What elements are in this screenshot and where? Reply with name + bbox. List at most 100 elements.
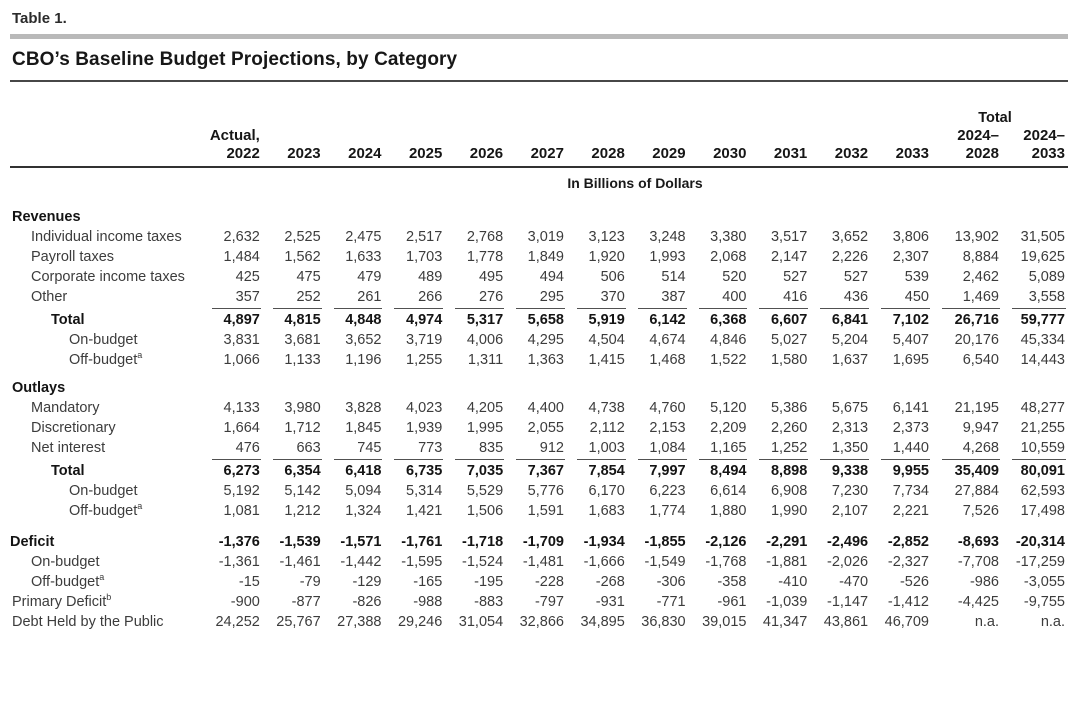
value-cell: 912 [506, 438, 567, 461]
table-row: Revenues [10, 199, 1068, 227]
value-cell: 495 [478, 269, 504, 286]
value-cell: 506 [600, 269, 625, 286]
value-cell: 1,081 [223, 503, 260, 520]
value-cell: 46,709 [884, 614, 929, 631]
value-cell: 36,830 [641, 614, 686, 631]
value-cell: -900 [230, 594, 260, 611]
value-cell: 425 [235, 269, 260, 286]
value-cell: 6,223 [649, 483, 686, 500]
value-cell: 400 [689, 287, 750, 310]
value-cell: 1,165 [689, 438, 750, 461]
value-cell: 1,845 [345, 420, 382, 437]
value-cell: 14,443 [1020, 352, 1065, 369]
value-cell: -2,026 [826, 554, 869, 571]
value-cell: 1,522 [710, 352, 747, 369]
value-cell: 1,580 [770, 352, 808, 369]
value-cell: 1,196 [345, 352, 382, 369]
value-cell: 1,252 [749, 438, 810, 461]
value-cell: -1,147 [826, 594, 869, 611]
table-row: Other 357 252 261 266 276 295 370 387 400 416 436 45… [10, 287, 1068, 310]
table-row: Primary Deficitb -900 -877 -826 -988 -883 -797… [10, 592, 1068, 612]
value-cell: 3,980 [284, 400, 321, 417]
value-cell: 2,107 [831, 503, 869, 520]
value-cell: 295 [506, 287, 567, 310]
value-cell: 276 [445, 287, 506, 310]
units-label: In Billions of Dollars [567, 175, 703, 192]
value-cell: 1,468 [649, 352, 686, 369]
column-header: 2030 [688, 127, 750, 169]
value-cell: -358 [717, 574, 747, 591]
value-cell: 2,313 [831, 420, 869, 437]
table-row: On-budget -1,361 -1,461 -1,442 -1,595 -1,524 -… [10, 552, 1068, 572]
column-header: 2028 [566, 127, 628, 169]
value-cell: -1,666 [583, 554, 625, 571]
value-cell: -129 [352, 574, 382, 591]
value-cell: -877 [291, 594, 321, 611]
value-cell: 5,919 [588, 312, 625, 329]
column-header: 2029 [627, 127, 689, 169]
value-cell: 21,255 [1020, 420, 1065, 437]
value-cell: -1,524 [462, 554, 504, 571]
value-cell: -1,549 [644, 554, 686, 571]
value-cell: 6,368 [710, 312, 747, 329]
value-cell: 3,828 [345, 400, 382, 417]
value-cell: 1,363 [527, 352, 564, 369]
table-row: On-budget 5,192 5,142 5,094 5,314 5,529 5,776 6… [10, 481, 1068, 501]
value-cell: 539 [904, 269, 929, 286]
value-cell: 4,504 [588, 332, 625, 349]
value-cell: 59,777 [1020, 312, 1065, 329]
value-cell: 475 [296, 269, 321, 286]
row-label: Off-budgeta [31, 572, 105, 591]
value-cell: 4,897 [223, 312, 260, 329]
value-cell: 2,462 [962, 269, 999, 286]
value-cell: 1,311 [467, 352, 504, 369]
units-row: In Billions of Dollars [10, 167, 1068, 199]
value-cell: -2,291 [766, 534, 808, 551]
value-cell: 48,277 [1020, 400, 1065, 417]
value-cell: -3,055 [1023, 574, 1065, 591]
table-body: In Billions of Dollars Revenues Individual… [10, 167, 1068, 632]
value-cell: -1,461 [279, 554, 321, 571]
value-cell: 8,898 [770, 463, 808, 480]
header-spacer [10, 110, 932, 127]
footnote-marker: a [137, 350, 143, 361]
column-header: 2024 [323, 127, 385, 169]
value-cell: 6,614 [710, 483, 747, 500]
value-cell: -306 [656, 574, 686, 591]
value-cell: -20,314 [1015, 534, 1065, 551]
value-cell: 6,142 [649, 312, 686, 329]
value-cell: -526 [899, 574, 929, 591]
value-cell: 1,774 [649, 503, 686, 520]
value-cell: 2,373 [892, 420, 929, 437]
value-cell: -1,481 [522, 554, 564, 571]
value-cell: 17,498 [1020, 503, 1065, 520]
value-cell: 2,307 [892, 249, 929, 266]
table-row: Total 6,273 6,354 6,418 6,735 7,035 7,367 7,854… [10, 458, 1068, 481]
value-cell: 1,324 [345, 503, 382, 520]
value-cell: 4,848 [345, 312, 382, 329]
value-cell: 1,484 [223, 249, 260, 266]
value-cell: 3,517 [770, 229, 808, 246]
row-label: Individual income taxes [31, 229, 182, 246]
value-cell: -410 [778, 574, 808, 591]
value-cell: 1,591 [527, 503, 564, 520]
value-cell: 2,260 [770, 420, 808, 437]
value-cell: 252 [263, 287, 324, 310]
value-cell: 436 [810, 287, 871, 310]
row-label: On-budget [31, 554, 100, 571]
column-header: 2026 [445, 127, 507, 169]
page-title: CBO’s Baseline Budget Projections, by Ca… [12, 49, 458, 70]
thick-gray-divider [10, 34, 1068, 39]
value-cell: 5,027 [770, 332, 808, 349]
value-cell: 387 [628, 287, 689, 310]
row-label: Outlays [12, 380, 66, 397]
value-cell: 357 [202, 287, 263, 310]
value-cell: 3,019 [527, 229, 564, 246]
value-cell: -470 [839, 574, 869, 591]
column-header: 2033 [871, 127, 932, 169]
value-cell: -883 [474, 594, 504, 611]
value-cell: -4,425 [957, 594, 999, 611]
value-cell: 1,849 [527, 249, 564, 266]
table-row: Individual income taxes 2,632 2,525 2,475 2,… [10, 227, 1068, 247]
